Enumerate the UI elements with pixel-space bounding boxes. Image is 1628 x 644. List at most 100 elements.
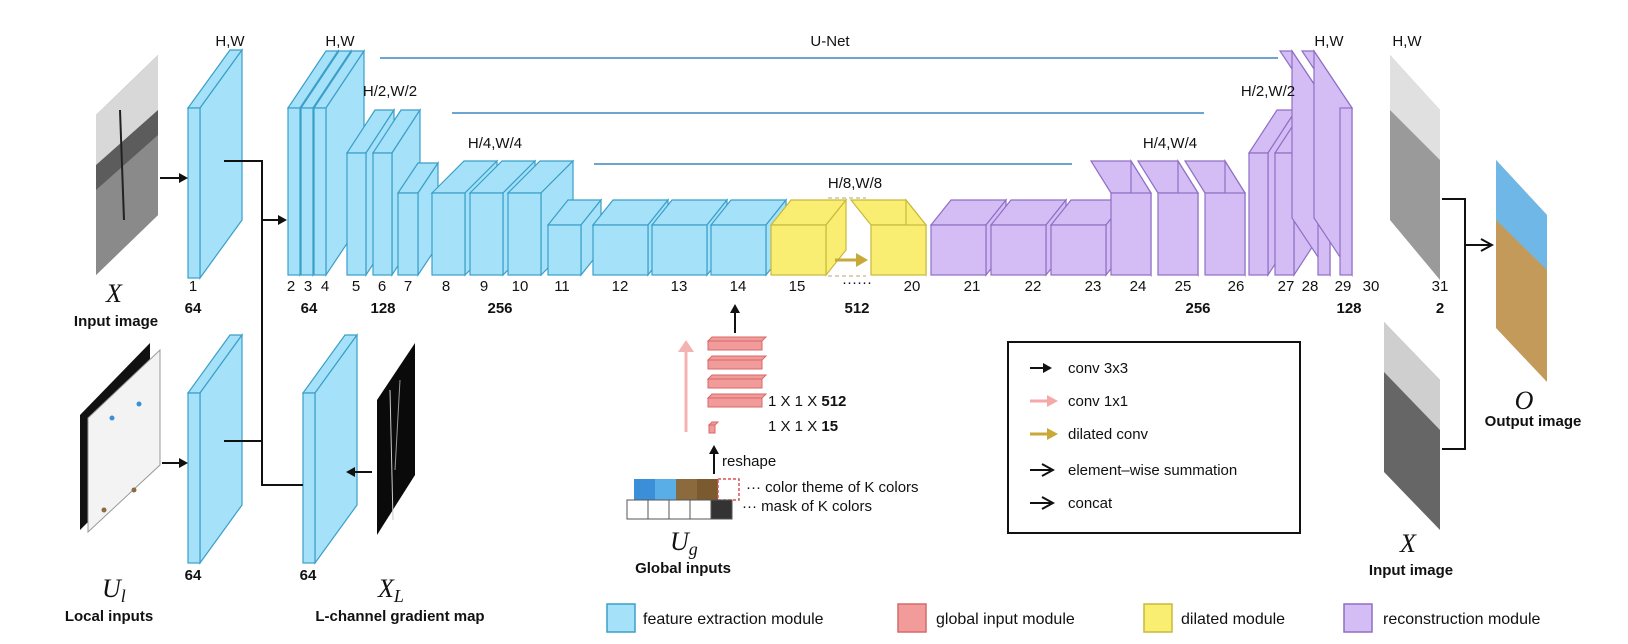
layer-number: 13 [671, 278, 688, 295]
legend-elementwise-sum: element–wise summation [1068, 462, 1237, 479]
network-layers [186, 48, 1354, 565]
input-image-caption: Input image [74, 313, 158, 330]
layer-block-4 [312, 49, 366, 277]
global-feature-bar [706, 336, 768, 351]
global-feature-bar [706, 355, 768, 370]
legend-global-label: global input module [936, 611, 1075, 628]
channel-count: 64 [301, 300, 318, 317]
dilation-dots: ······ [842, 274, 872, 291]
layer-block-15 [769, 198, 848, 277]
res-label-hw-3: H,W [1314, 33, 1344, 50]
layer-number: 21 [964, 278, 981, 295]
layer-block-20 [849, 198, 928, 277]
res-label-hw-4: H,W [1392, 33, 1422, 50]
layer-block-1 [186, 48, 244, 280]
layer-number: 31 [1432, 278, 1449, 295]
res-label-hw2-2: H/2,W/2 [1241, 83, 1295, 100]
layer-number: 1 [189, 278, 197, 295]
input-x-symbol: X [105, 279, 123, 308]
layer-number: 22 [1025, 278, 1042, 295]
output-image-caption: Output image [1485, 413, 1582, 430]
layer-block-13 [650, 198, 729, 277]
layer-number: 12 [612, 278, 629, 295]
legend-feature-label: feature extraction module [643, 611, 824, 628]
layer-number: 2 [287, 278, 295, 295]
legend-recon-label: reconstruction module [1383, 611, 1541, 628]
channel-count: 2 [1436, 300, 1444, 317]
layer-block-26 [1183, 158, 1247, 278]
layer-number: 27 [1278, 278, 1295, 295]
layer-number: 15 [789, 278, 806, 295]
local-inputs-thumbnail [80, 343, 161, 534]
legend-conv3x3: conv 3x3 [1068, 360, 1128, 377]
layer-number: 10 [512, 278, 529, 295]
layer-number: 14 [730, 278, 747, 295]
layer-number: 3 [304, 278, 312, 295]
dim-15-label: 1 X 1 X 15 [768, 418, 838, 435]
layer-number: 7 [404, 278, 412, 295]
channel-count: 64 [185, 567, 202, 584]
palette-color [697, 479, 718, 500]
legend-dilated-conv: dilated conv [1068, 426, 1149, 443]
mask-cell [626, 499, 649, 520]
layer-number: 6 [378, 278, 386, 295]
legend-swatch-feature [606, 603, 636, 633]
output-color-image [1496, 160, 1547, 382]
dilated-dashed-lines [828, 197, 866, 277]
channel-count: 64 [300, 567, 317, 584]
legend-swatch-dilated [1143, 603, 1173, 633]
layer-number: 20 [904, 278, 921, 295]
input-image-thumbnail [96, 55, 158, 275]
local-u-symbol: Ul [102, 574, 126, 606]
layer-block-30 [1300, 49, 1354, 277]
layer-number: 11 [554, 278, 570, 295]
unet-skip-lines [380, 57, 1278, 165]
output-top-grey-image [1390, 55, 1440, 280]
layer-number: 28 [1302, 278, 1319, 295]
channel-count: 512 [844, 300, 869, 317]
layer-block-25 [1136, 158, 1200, 278]
mask-cell [668, 499, 691, 520]
legend-concat: concat [1068, 495, 1113, 512]
layer-number: 24 [1130, 278, 1147, 295]
module-legend [606, 603, 1373, 633]
dim-512-label: 1 X 1 X 512 [768, 393, 846, 410]
mask-label: ··· mask of K colors [742, 498, 872, 515]
global-feature-bar [706, 374, 768, 389]
legend-swatch-recon [1343, 603, 1373, 633]
unet-label: U-Net [810, 33, 850, 50]
layer-number: 5 [352, 278, 360, 295]
reshape-label: reshape [722, 453, 776, 470]
layer-block-24 [1089, 158, 1153, 278]
input-image-bottom-thumbnail [1384, 322, 1440, 530]
layer-number: 8 [442, 278, 450, 295]
legend-dilated-label: dilated module [1181, 611, 1285, 628]
global-u-symbol: Ug [670, 527, 698, 559]
palette-color [676, 479, 697, 500]
channel-count: 256 [487, 300, 512, 317]
mask-cell [689, 499, 712, 520]
connectors [160, 160, 1491, 486]
layer-block-local [186, 333, 244, 565]
res-label-hw-1: H,W [215, 33, 245, 50]
layer-number: 26 [1228, 278, 1245, 295]
res-label-hw2-1: H/2,W/2 [363, 83, 417, 100]
legend-conv1x1: conv 1x1 [1068, 393, 1128, 410]
global-feature-cube [707, 421, 720, 434]
global-inputs-caption: Global inputs [635, 560, 731, 577]
dilated-conv-arrow [835, 253, 868, 267]
res-label-hw4-2: H/4,W/4 [1143, 135, 1197, 152]
res-label-hw-2: H,W [325, 33, 355, 50]
mask-cell [647, 499, 670, 520]
palette-color [634, 479, 655, 500]
color-theme-label: ··· color theme of K colors [746, 479, 919, 496]
layer-numbers: 1 2 3 4 5 6 7 8 9 10 11 12 13 14 15 20 21 22 23 24 25 26 27 28 2… [189, 278, 1449, 295]
layer-number: 9 [480, 278, 488, 295]
layer-number: 4 [321, 278, 329, 295]
mask-cell [710, 499, 733, 520]
local-inputs-caption: Local inputs [65, 608, 153, 625]
output-o-symbol: O [1515, 386, 1534, 415]
channel-count: 64 [185, 300, 202, 317]
arrow-legend [1007, 341, 1301, 534]
